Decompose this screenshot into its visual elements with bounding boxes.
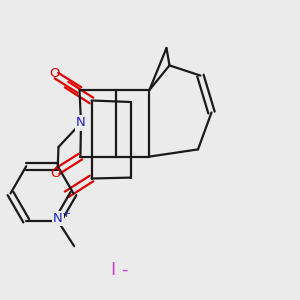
Text: +: + (62, 209, 71, 219)
Text: I -: I - (111, 261, 129, 279)
Text: N: N (53, 212, 63, 225)
Text: O: O (49, 67, 59, 80)
Text: N: N (76, 116, 86, 130)
Text: O: O (50, 167, 61, 180)
